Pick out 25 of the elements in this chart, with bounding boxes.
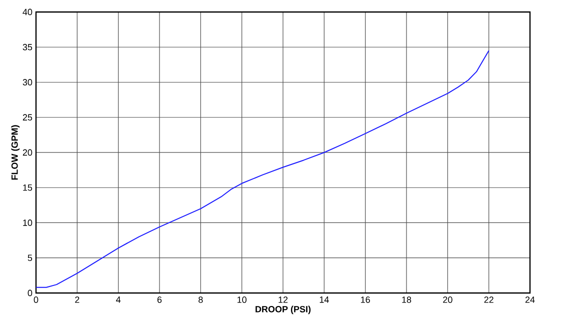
y-tick-label: 5 [28, 254, 32, 262]
x-tick-label: 16 [361, 296, 370, 303]
x-axis-title: DROOP (PSI) [256, 306, 311, 314]
y-tick-label: 40 [22, 8, 32, 16]
x-tick-label: 4 [116, 296, 121, 303]
x-tick-label: 0 [34, 296, 38, 303]
y-tick-label: 35 [22, 44, 32, 50]
line-series [36, 50, 490, 288]
x-tick-label: 10 [238, 296, 246, 303]
x-tick-label: 22 [484, 296, 494, 303]
y-tick-label: 25 [22, 114, 32, 121]
x-tick-label: 8 [198, 296, 203, 303]
y-tick-label: 0 [28, 290, 32, 296]
x-tick-label: 20 [443, 296, 452, 303]
x-tick-label: 2 [75, 296, 80, 303]
x-tick-label: 24 [525, 296, 535, 303]
x-tick-label: 14 [320, 296, 329, 303]
y-tick-label: 10 [23, 220, 32, 226]
x-tick-label: 12 [278, 296, 288, 303]
y-tick-label: 20 [22, 149, 32, 156]
y-tick-label: 30 [22, 79, 32, 86]
x-tick-label: 6 [157, 296, 162, 303]
x-tick-label: 18 [402, 296, 412, 303]
y-tick-label: 15 [23, 184, 32, 191]
y-axis-title: FLOW (GPM) [11, 125, 20, 180]
